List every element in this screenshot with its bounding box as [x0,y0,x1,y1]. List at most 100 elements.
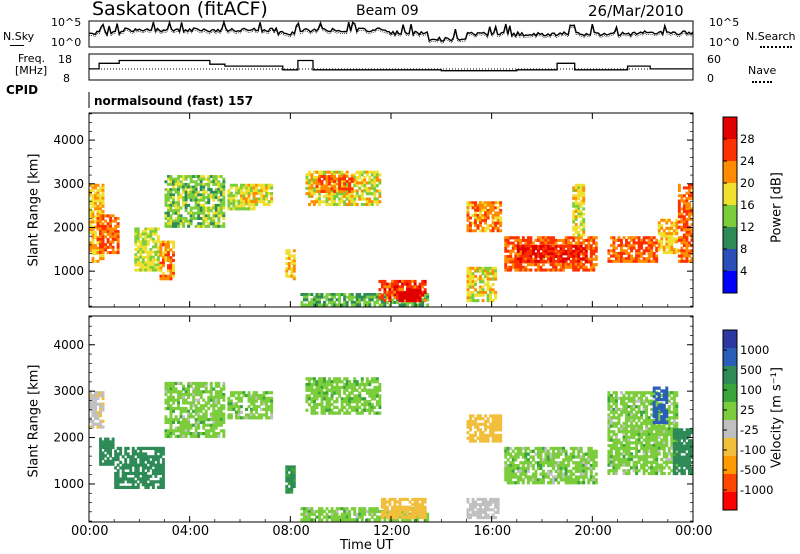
power-cell [177,198,180,202]
velocity-cell [189,426,193,430]
velocity-cell [476,503,480,507]
power-cell [423,279,427,284]
power-cell [245,200,248,204]
velocity-cell [375,509,379,514]
velocity-cell [398,500,402,504]
power-cell [350,192,354,196]
power-cell [481,280,485,284]
power-cell [677,215,681,219]
power-cell [559,247,563,251]
velocity-cell [287,476,291,480]
power-cell [159,245,163,249]
power-cell [252,204,256,208]
power-cell [630,254,633,258]
power-cell [328,182,331,186]
velocity-cell [161,471,165,476]
velocity-cell [114,477,118,481]
power-cell [151,240,155,244]
power-cell [262,200,266,204]
power-cell [177,222,180,226]
velocity-cell [418,503,422,507]
velocity-cell [511,472,515,476]
velocity-cell [607,438,611,442]
power-cell [363,202,367,207]
power-cell [682,210,686,214]
velocity-cell [524,475,528,479]
power-cell [159,266,163,270]
velocity-cell [413,508,417,512]
power-cell [250,189,253,193]
power-cell [564,252,568,256]
power-cell [99,224,102,228]
power-cell [139,232,143,236]
power-cell [418,288,422,292]
velocity-cell [484,516,488,520]
velocity-cell [509,472,513,476]
power-cell [685,225,689,229]
velocity-cell [340,518,344,522]
velocity-cell [471,505,475,509]
power-cell [582,212,586,216]
power-cell [544,268,548,272]
power-cell [521,247,525,251]
velocity-cell [383,505,387,509]
velocity-cell [307,512,311,516]
power-cell [519,254,523,258]
velocity-cell [318,385,321,390]
power-cell [514,265,518,269]
power-cell [237,191,241,195]
power-cell [106,227,110,231]
power-cell [111,240,115,244]
velocity-cell [207,398,211,402]
power-cell [577,236,581,240]
power-cell [305,295,309,299]
velocity-cell [169,384,173,388]
power-cell [685,199,689,203]
power-cell [408,282,412,286]
power-cell [660,245,664,249]
power-cell [577,254,581,258]
power-cell [202,190,206,194]
velocity-cell [612,466,616,470]
power-cell [521,236,525,240]
velocity-cell [421,510,425,514]
power-cell [270,197,274,201]
velocity-cell [622,438,626,442]
velocity-cell [340,385,344,390]
velocity-cell [353,377,357,381]
power-cell [687,202,691,206]
velocity-cell [131,485,135,489]
velocity-cell [159,477,163,481]
velocity-cell [94,396,97,401]
velocity-cell [360,388,364,392]
velocity-cell [315,388,319,392]
power-cell [687,189,691,193]
power-cell [388,293,392,297]
velocity-cell [418,513,422,517]
velocity-cell [607,413,611,417]
power-cell [330,303,334,307]
power-cell [584,254,588,258]
velocity-cell [614,402,618,406]
velocity-cell [202,426,206,430]
power-cell [627,246,631,250]
power-cell [416,296,420,300]
velocity-cell [474,417,477,421]
power-cell [652,259,656,263]
velocity-cell [214,434,218,438]
power-cell [114,227,118,231]
power-cell [101,222,105,226]
velocity-cell [307,385,311,390]
power-cell [652,251,656,255]
power-cell [632,246,636,250]
velocity-cell [187,418,191,422]
velocity-cell [179,395,183,399]
velocity-cell [536,449,540,453]
power-cell [526,252,530,256]
power-cell [136,240,140,244]
power-cell [499,219,503,223]
power-cell [607,259,611,263]
power-cell [219,185,223,189]
power-cell [139,268,143,272]
velocity-cell [172,431,175,436]
